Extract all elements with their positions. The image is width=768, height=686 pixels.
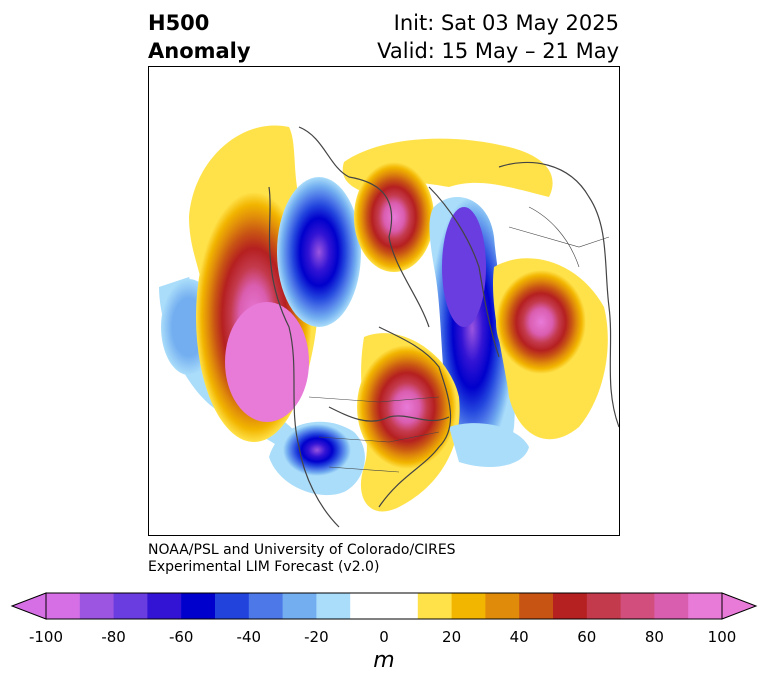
colorbar-bin	[282, 593, 317, 619]
colorbar-bin	[79, 593, 115, 619]
colorbar-bin	[316, 593, 351, 619]
colorbar-bin	[451, 593, 486, 619]
colorbar-unit: m	[373, 648, 395, 673]
colorbar-tick-label: -60	[168, 628, 194, 646]
colorbar-bin	[215, 593, 250, 619]
colorbar-bin	[113, 593, 148, 619]
colorbar-bin	[485, 593, 520, 619]
pacific-positive-peak	[225, 302, 309, 422]
colorbar-tick-label: -80	[101, 628, 126, 646]
colorbar-tick-label: 60	[577, 628, 597, 646]
credit-line-1: NOAA/PSL and University of Colorado/CIRE…	[148, 542, 456, 558]
arctic-positive-core	[354, 162, 434, 272]
credit-line-2: Experimental LIM Forecast (v2.0)	[148, 559, 380, 575]
variable-label: H500	[148, 11, 210, 35]
sw-us-negative-core	[283, 424, 351, 476]
colorbar-bin	[181, 593, 216, 619]
map-title: H500 Anomaly	[148, 9, 251, 65]
colorbar-bin	[553, 593, 588, 619]
eastern-na-positive-core	[357, 345, 457, 469]
map-svg	[159, 125, 619, 528]
colorbar-bin	[586, 593, 622, 619]
colorbar-tick-label: 100	[707, 628, 737, 646]
colorbar-bin	[620, 593, 655, 619]
colorbar-bin	[248, 593, 284, 619]
colorbar-frame	[45, 592, 723, 620]
colorbar-bin	[350, 593, 385, 619]
colorbar-tick-label: 40	[509, 628, 529, 646]
colorbar-tick-label: 0	[379, 628, 389, 646]
colorbar-min-extend	[10, 592, 47, 620]
colorbar-tick-label: -40	[236, 628, 262, 646]
siberia-negative	[277, 177, 361, 327]
colorbar-tick-label: 80	[644, 628, 664, 646]
anomaly-map	[148, 66, 620, 536]
colorbar	[0, 590, 768, 622]
colorbar-bin	[384, 593, 419, 619]
colorbar-max-extend	[721, 592, 758, 620]
date-info: Init: Sat 03 May 2025 Valid: 15 May – 21…	[377, 9, 619, 65]
colorbar-bin	[519, 593, 554, 619]
coastlines	[268, 126, 619, 528]
greenland-negative-core	[442, 207, 486, 327]
polar-point	[380, 297, 390, 307]
colorbar-bin	[46, 593, 81, 619]
colorbar-bin	[417, 593, 453, 619]
colorbar-svg	[10, 592, 758, 620]
field-label: Anomaly	[148, 39, 251, 63]
colorbar-bin	[688, 593, 723, 619]
colorbar-tick-label: -100	[28, 628, 64, 646]
colorbar-bin	[654, 593, 689, 619]
russia-positive-core	[496, 270, 586, 374]
credit-text: NOAA/PSL and University of Colorado/CIRE…	[148, 542, 456, 576]
colorbar-tick-label: 20	[442, 628, 462, 646]
colorbar-tick-label: -20	[304, 628, 329, 646]
atlantic-weak-negative	[449, 423, 529, 467]
valid-range: Valid: 15 May – 21 May	[377, 39, 619, 63]
init-date: Init: Sat 03 May 2025	[393, 11, 619, 35]
colorbar-bin	[147, 593, 182, 619]
